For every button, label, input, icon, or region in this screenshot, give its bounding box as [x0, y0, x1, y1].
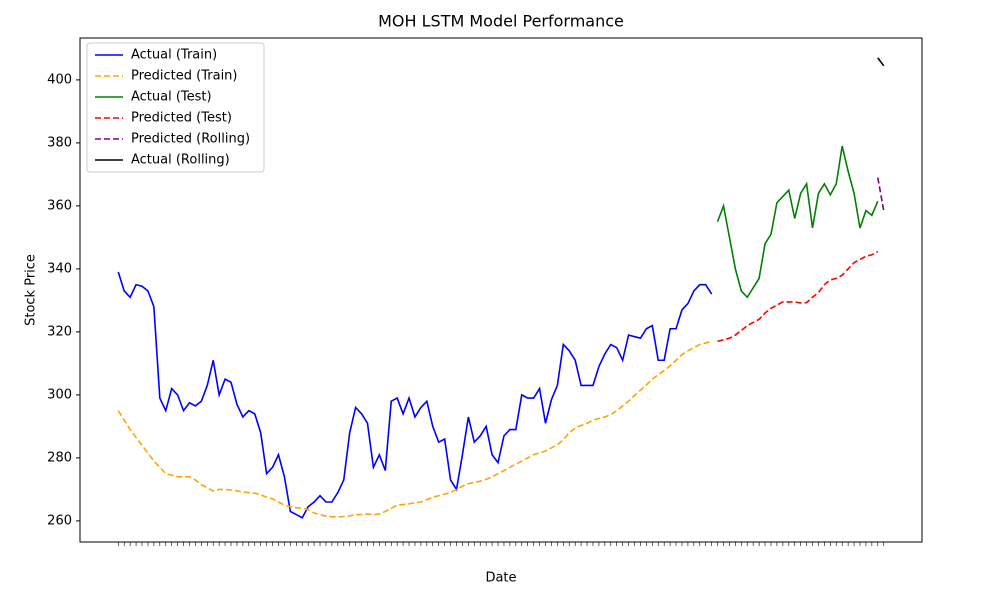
plot-area: 260 280 300 320 340 360 380 400 — [47, 57, 885, 546]
x-axis-label: Date — [485, 571, 516, 586]
y-tick-label: 300 — [47, 387, 72, 402]
y-tick-label: 380 — [47, 135, 72, 150]
axes-frame — [79, 37, 923, 543]
series-line — [717, 250, 879, 343]
y-tick-label: 360 — [47, 198, 72, 213]
legend-box — [86, 42, 265, 173]
y-tick-label: 400 — [47, 72, 72, 87]
chart-title: MOH LSTM Model Performance — [378, 12, 624, 31]
legend: Actual (Train) Predicted (Train) Actual (T… — [86, 42, 265, 173]
series-line — [117, 271, 713, 519]
y-axis-label: Stock Price — [24, 254, 39, 326]
y-tick-label: 280 — [47, 450, 72, 465]
legend-label: Actual (Test) — [131, 90, 212, 105]
y-tick-label: 340 — [47, 261, 72, 276]
legend-label: Predicted (Test) — [131, 111, 232, 126]
legend-label: Actual (Rolling) — [131, 153, 230, 168]
legend-label: Actual (Train) — [131, 48, 217, 63]
series-line — [117, 340, 712, 518]
legend-label: Predicted (Rolling) — [131, 132, 250, 147]
legend-label: Predicted (Train) — [131, 69, 238, 84]
series-line — [877, 177, 885, 211]
y-tick-label: 260 — [47, 513, 72, 528]
series-line — [716, 145, 879, 299]
y-tick-label: 320 — [47, 324, 72, 339]
series-line — [877, 57, 885, 67]
